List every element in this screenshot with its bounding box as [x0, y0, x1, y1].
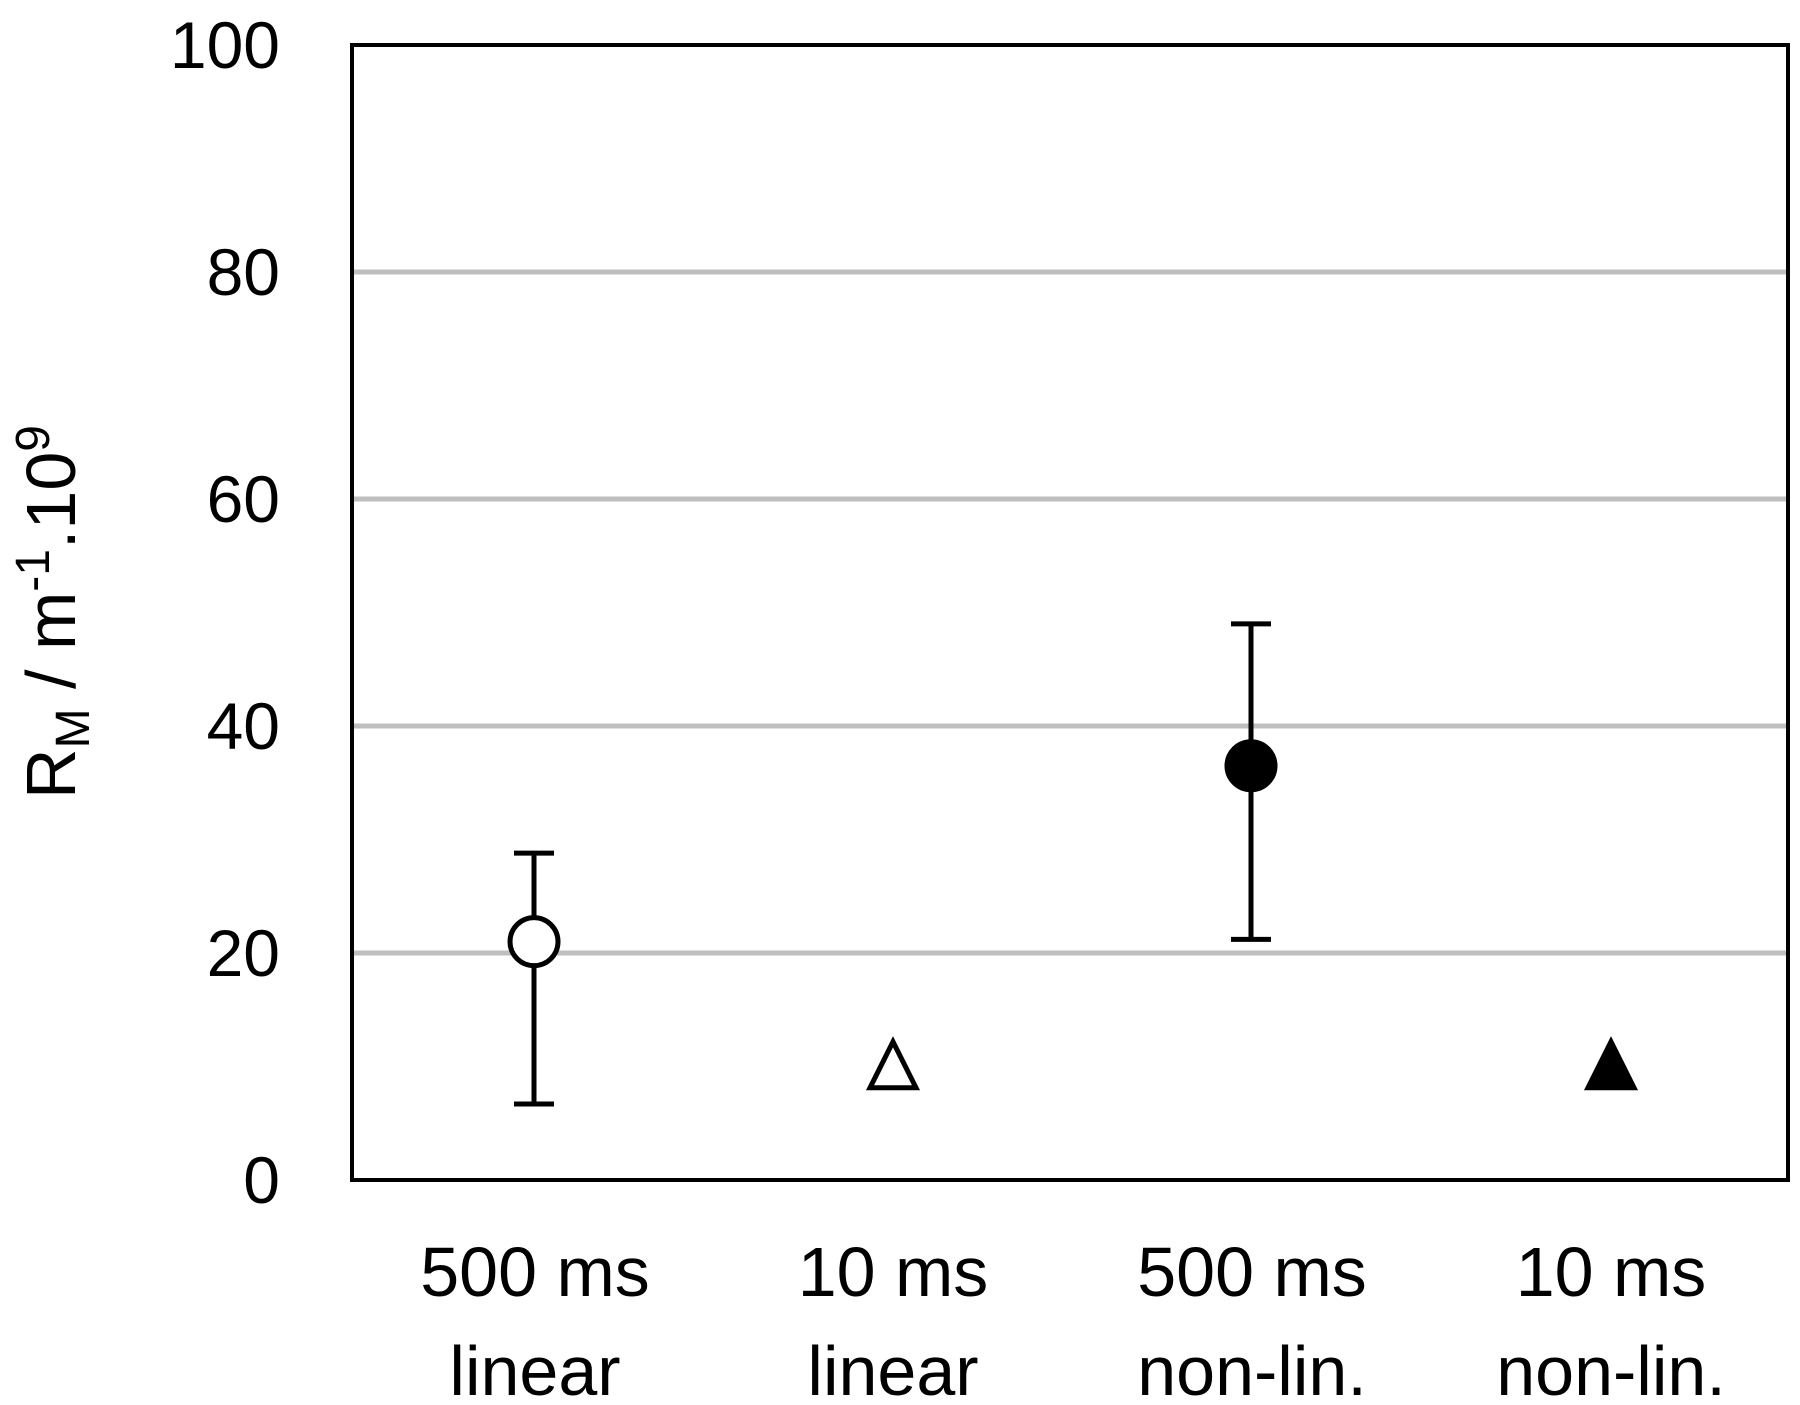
x-category-label-line2: non-lin.: [1137, 1332, 1367, 1405]
x-category-label-line2: linear: [449, 1332, 620, 1405]
x-category-label-line1: 500 ms: [1137, 1233, 1367, 1311]
x-axis-categories: 500 ms linear 10 ms linear 500 ms non-lin. 10 …: [420, 1233, 1726, 1405]
x-category-label-line2: non-lin.: [1496, 1332, 1726, 1405]
data-points: [507, 621, 1639, 1107]
y-axis-title-sub: M: [47, 708, 100, 748]
y-axis-title-mid: / m: [12, 592, 90, 709]
x-category-label-line2: linear: [807, 1332, 978, 1405]
data-point: [865, 1036, 921, 1091]
y-axis-title-sup2: 9: [7, 425, 60, 452]
y-axis-title-sup1: -1: [7, 549, 60, 592]
y-axis-title: RM / m-1.109: [7, 425, 100, 799]
x-category-label-line1: 10 ms: [1516, 1233, 1707, 1311]
y-tick-label: 0: [243, 1143, 280, 1217]
y-tick-label: 60: [207, 462, 280, 536]
y-axis-title-main: R: [12, 748, 90, 799]
x-category-label-line1: 10 ms: [798, 1233, 989, 1311]
filled-circle-marker: [1224, 739, 1278, 793]
data-point: [1583, 1036, 1639, 1091]
y-axis-ticks: 0 20 40 60 80 100: [170, 8, 280, 1217]
y-tick-label: 80: [207, 235, 280, 309]
gridlines: [352, 269, 1788, 956]
open-circle-marker: [507, 915, 561, 969]
open-triangle-marker: [865, 1036, 921, 1091]
y-tick-label: 100: [170, 8, 280, 82]
x-category-label-line1: 500 ms: [420, 1233, 650, 1311]
y-tick-label: 40: [207, 689, 280, 763]
y-tick-label: 20: [207, 916, 280, 990]
data-point: [1224, 621, 1278, 942]
data-point: [507, 850, 561, 1107]
y-axis-title-tail: .10: [12, 452, 90, 549]
plot-area-frame: [350, 43, 1790, 1182]
filled-triangle-marker: [1583, 1036, 1639, 1091]
